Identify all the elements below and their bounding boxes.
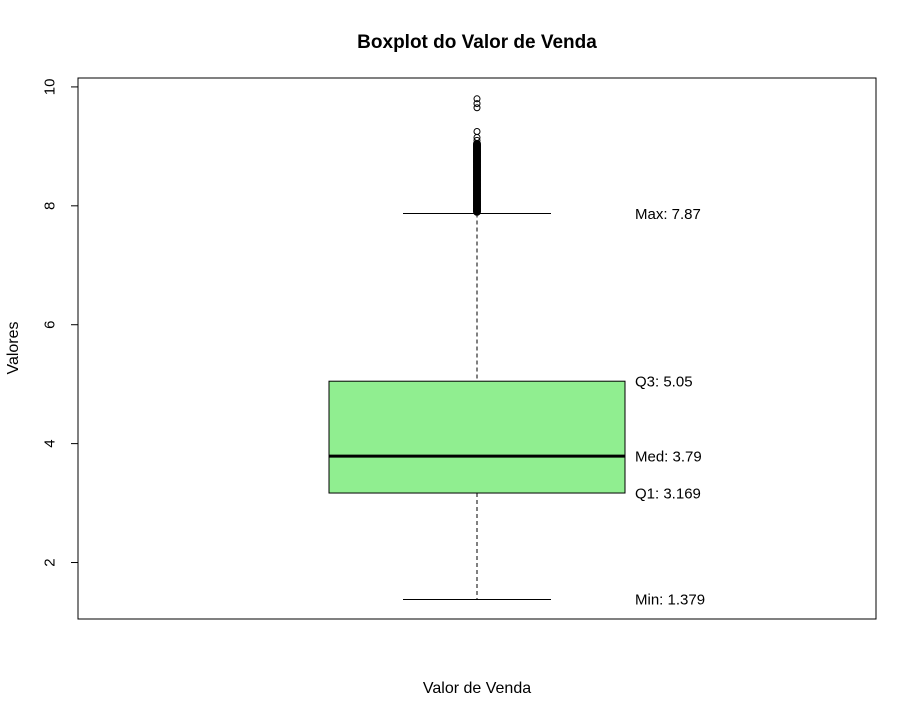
y-tick-label-4: 10 [41,79,58,96]
y-tick-label-0: 2 [41,558,58,566]
outlier-point-dense-57 [473,139,481,148]
annotation-group: Max: 7.87 Q3: 5.05 Med: 3.79 Q1: 3.169 Min: … [635,206,705,609]
annotation-q3: Q3: 5.05 [635,373,693,390]
outlier-point-0 [473,136,481,144]
outlier-point-2 [473,128,481,136]
annotation-q1: Q1: 3.169 [635,485,701,502]
y-tick-label-3: 8 [41,202,58,210]
annotation-med: Med: 3.79 [635,448,702,465]
y-axis-label: Valores [5,321,22,374]
annotation-max: Max: 7.87 [635,206,701,223]
y-tick-label-2: 6 [41,321,58,329]
boxplot-series [328,95,626,600]
iqr-box [328,380,626,494]
annotation-min: Min: 1.379 [635,592,705,609]
outlier-point-4 [473,100,481,108]
outlier-point-5 [473,95,481,103]
x-axis-label: Valor de Venda [423,680,531,697]
plot-area-frame [77,77,877,620]
chart-title: Boxplot do Valor de Venda [357,32,597,53]
y-axis: 2 4 6 8 10 [41,79,78,567]
y-tick-label-1: 4 [41,439,58,447]
outlier-point-3 [473,104,481,112]
